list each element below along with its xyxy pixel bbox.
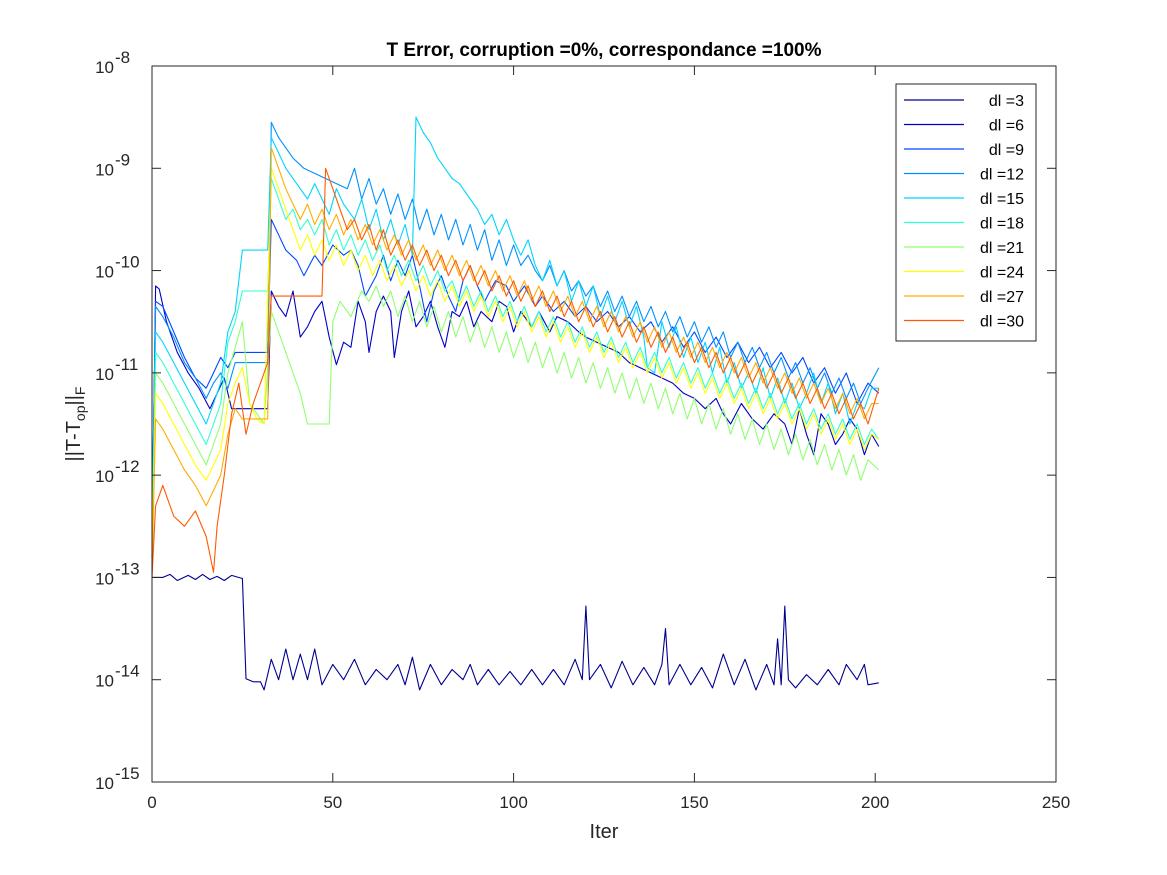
legend-entry: dl =6 xyxy=(904,118,1024,135)
y-tick-label-exponent: -11 xyxy=(115,355,138,374)
y-tick-label-exponent: -9 xyxy=(115,150,130,169)
y-axis-label-mid: || xyxy=(63,395,85,405)
y-tick-label-base: 10 xyxy=(95,774,114,793)
legend-entry: dl =18 xyxy=(904,216,1024,233)
y-axis-label-base: ||T-T xyxy=(63,421,85,461)
legend-label: dl =21 xyxy=(980,240,1024,257)
series-line-dl-7 xyxy=(151,285,880,568)
y-tick-label: 10 xyxy=(95,672,114,691)
legend-entry: dl =30 xyxy=(904,314,1024,331)
legend-items: dl =3 dl =6 dl =9 dl =12 dl =15 dl =18 dl =21 d… xyxy=(904,93,1024,331)
y-tick-label-base: 10 xyxy=(95,365,114,384)
y-tick-label-exponent: -14 xyxy=(115,662,140,681)
y-tick-label-exponent: -8 xyxy=(115,48,130,67)
legend-entry: dl =3 xyxy=(904,93,1024,110)
legend-label: dl =15 xyxy=(980,191,1024,208)
series-line-dl-9 xyxy=(151,147,879,573)
y-tick-label: 10 xyxy=(95,160,114,179)
x-tick-label: 200 xyxy=(861,793,889,812)
legend-label: dl =9 xyxy=(989,142,1024,159)
legend-label: dl =3 xyxy=(989,93,1024,110)
series-line-dl-10 xyxy=(151,167,880,578)
y-tick-label: 10 xyxy=(95,467,114,486)
y-tick-label-exponent: -13 xyxy=(115,559,140,578)
y-tick-label-base: 10 xyxy=(95,160,114,179)
x-tick-label: 50 xyxy=(323,793,342,812)
x-tick-label: 250 xyxy=(1042,793,1070,812)
legend-entry: dl =24 xyxy=(904,265,1024,282)
y-tick-label-exponent: -10 xyxy=(115,253,140,272)
legend-entry: dl =21 xyxy=(904,240,1024,257)
legend: dl =3 dl =6 dl =9 dl =12 dl =15 dl =18 dl =21 d… xyxy=(895,83,1037,342)
x-tick-label: 100 xyxy=(499,793,527,812)
x-axis-label: Iter xyxy=(590,821,619,843)
y-tick-label: 10 xyxy=(95,263,114,282)
series-line-dl-2 xyxy=(151,285,880,558)
y-tick-label-base: 10 xyxy=(95,467,114,486)
series-line-dl-1 xyxy=(152,573,879,691)
y-tick-label-base: 10 xyxy=(95,58,114,77)
y-tick-label-base: 10 xyxy=(95,263,114,282)
legend-label: dl =6 xyxy=(989,118,1024,135)
legend-label: dl =30 xyxy=(980,314,1024,331)
y-tick-label: 10 xyxy=(95,365,114,384)
y-tick-label: 10 xyxy=(95,58,114,77)
legend-label: dl =27 xyxy=(980,289,1024,306)
legend-entry: dl =27 xyxy=(904,289,1024,306)
series-line-dl-6 xyxy=(151,177,880,558)
y-tick-label: 10 xyxy=(95,569,114,588)
legend-entry: dl =15 xyxy=(904,191,1024,208)
legend-entry: dl =12 xyxy=(904,167,1024,184)
y-axis-label-sub-op: op xyxy=(72,405,88,421)
legend-label: dl =18 xyxy=(980,216,1024,233)
series-line-dl-5 xyxy=(151,116,879,547)
ticks-layer: 0 50 100 150 200 25010-1510-1410-1310-1210-11… xyxy=(95,48,1070,812)
y-tick-label: 10 xyxy=(95,774,114,793)
series-layer xyxy=(151,116,880,691)
x-tick-label: 0 xyxy=(147,793,156,812)
legend-box xyxy=(895,83,1037,342)
axes-box xyxy=(151,65,1057,783)
y-axis-label: ||T-Top||F xyxy=(63,387,88,462)
y-tick-label-exponent: -15 xyxy=(115,764,140,783)
legend-label: dl =24 xyxy=(980,265,1024,282)
y-tick-label-base: 10 xyxy=(95,569,114,588)
legend-label: dl =12 xyxy=(980,167,1024,184)
y-tick-label-base: 10 xyxy=(95,672,114,691)
y-axis-label-sub-f: F xyxy=(72,387,88,396)
series-line-dl-4 xyxy=(151,121,880,527)
y-tick-label-exponent: -12 xyxy=(115,457,140,476)
series-line-dl-8 xyxy=(151,167,880,568)
chart-title: T Error, corruption =0%, correspondance … xyxy=(386,40,821,61)
x-tick-label: 150 xyxy=(680,793,708,812)
legend-entry: dl =9 xyxy=(904,142,1024,159)
